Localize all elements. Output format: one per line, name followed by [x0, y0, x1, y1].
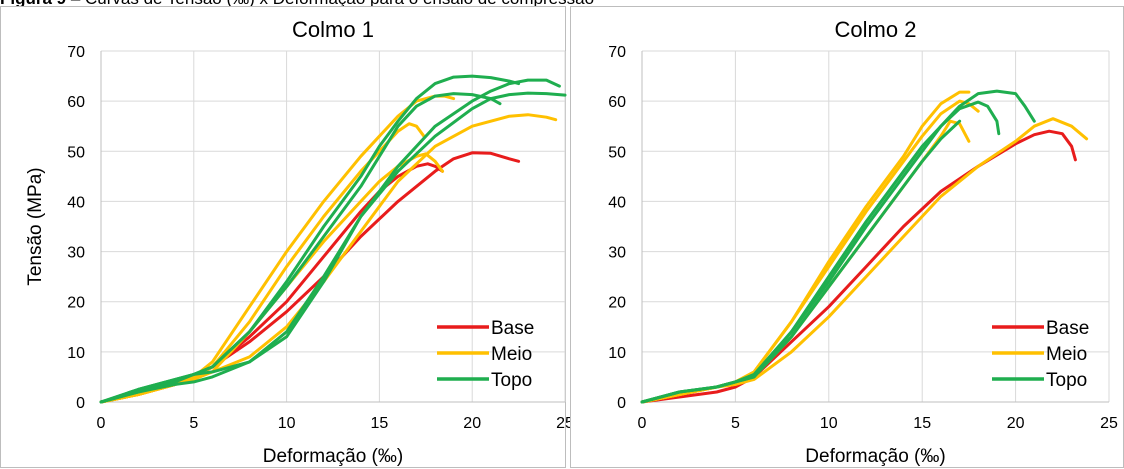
x-tick-label: 20: [463, 415, 481, 432]
y-tick-label: 50: [67, 144, 85, 161]
y-tick-label: 30: [67, 245, 85, 262]
series-line-meio: [99, 94, 456, 404]
figure-number: Figura 9: [0, 0, 66, 8]
chart-title: Colmo 2: [835, 17, 917, 42]
x-tick-label: 10: [820, 415, 838, 432]
y-tick-label: 0: [76, 395, 85, 412]
x-tick-label: 25: [1100, 415, 1118, 432]
y-tick-label: 40: [608, 194, 626, 211]
legend-label-topo: Topo: [1046, 370, 1087, 391]
series-line-meio: [99, 113, 558, 404]
series-line-base: [99, 162, 444, 404]
series-line-topo: [640, 119, 962, 404]
figure-caption-text: – Curvas de Tensão (‰) x Deformação para…: [66, 0, 594, 8]
series-line-topo: [99, 91, 567, 404]
legend-label-base: Base: [1046, 318, 1089, 339]
chart-panel-colmo-1: 0 10 20 30 40 50 60 70 0 5 10 15 20 25 Colmo 1 Deformaç…: [0, 6, 574, 468]
x-tick-label: 0: [97, 415, 106, 432]
x-tick-label: 5: [189, 415, 198, 432]
y-tick-label: 50: [608, 144, 626, 161]
legend: Base Meio Topo: [992, 318, 1089, 391]
legend-label-base: Base: [491, 318, 534, 339]
series-line-base: [99, 151, 521, 404]
y-tick-label: 10: [67, 345, 85, 362]
figure-caption: Figura 9 – Curvas de Tensão (‰) x Deform…: [0, 0, 594, 9]
series-line-base: [640, 129, 1077, 404]
x-axis-label: Deformação (‰): [263, 446, 403, 467]
y-tick-label: 60: [67, 94, 85, 111]
x-tick-label: 15: [913, 415, 931, 432]
x-tick-label: 20: [1007, 415, 1025, 432]
legend: Base Meio Topo: [437, 318, 534, 391]
series-line-meio: [640, 117, 1089, 404]
x-axis-label: Deformação (‰): [805, 446, 945, 467]
chart-panel-colmo-2: 0 10 20 30 40 50 60 70 0 5 10 15 20 25 Colmo 2 Deformaç…: [570, 6, 1124, 468]
chart-title: Colmo 1: [292, 17, 374, 42]
x-tick-label: 10: [278, 415, 296, 432]
y-tick-label: 0: [617, 395, 626, 412]
chart-colmo-1: 0 10 20 30 40 50 60 70 0 5 10 15 20 25 Colmo 1 Deformaç…: [25, 17, 574, 467]
legend-label-meio: Meio: [491, 344, 532, 365]
x-tick-label: 25: [556, 415, 574, 432]
y-tick-label: 60: [608, 94, 626, 111]
y-axis-label: Tensão (MPa): [25, 167, 46, 285]
legend-label-meio: Meio: [1046, 344, 1087, 365]
x-tick-label: 0: [638, 415, 647, 432]
y-tick-label: 40: [67, 194, 85, 211]
x-tick-label: 15: [371, 415, 389, 432]
x-tick-label: 5: [731, 415, 740, 432]
y-tick-label: 70: [67, 44, 85, 61]
legend-label-topo: Topo: [491, 370, 532, 391]
chart-colmo-2: 0 10 20 30 40 50 60 70 0 5 10 15 20 25 Colmo 2 Deformaç…: [608, 17, 1118, 467]
y-tick-label: 10: [608, 345, 626, 362]
y-tick-label: 20: [67, 295, 85, 312]
y-tick-label: 20: [608, 295, 626, 312]
y-tick-label: 30: [608, 245, 626, 262]
y-tick-label: 70: [608, 44, 626, 61]
